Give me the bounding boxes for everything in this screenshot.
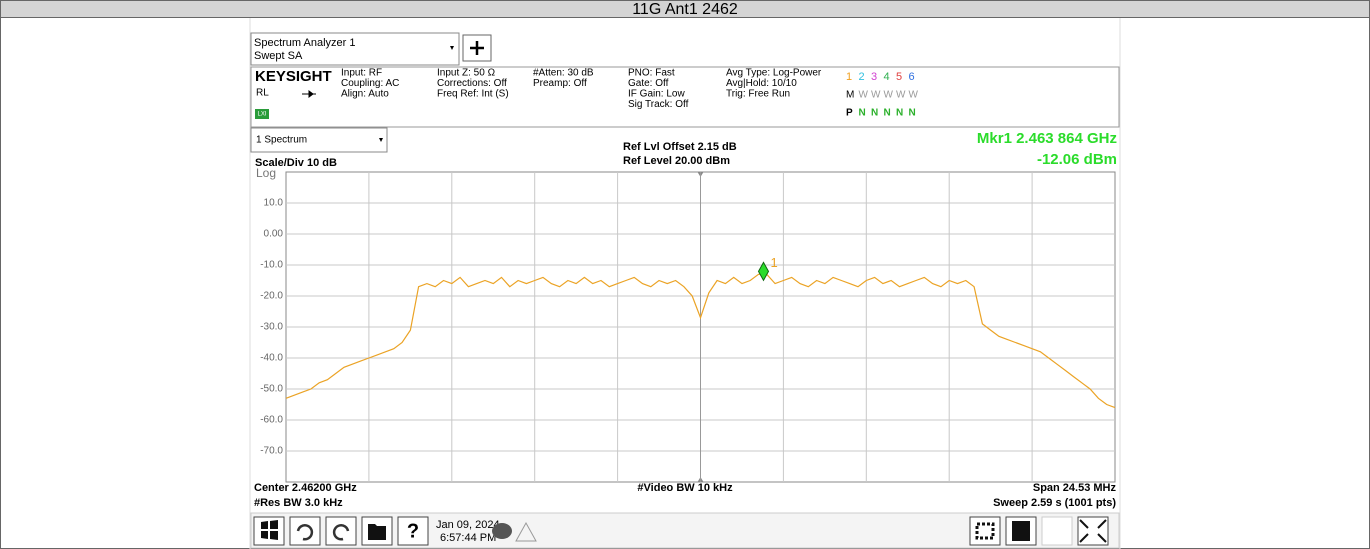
setting: Trig: Free Run <box>726 89 790 100</box>
video-bw: #Video BW 10 kHz <box>637 482 733 494</box>
setting: Input: RF <box>341 68 382 79</box>
date: Jan 09, 2024 <box>436 519 500 531</box>
brand: KEYSIGHT <box>255 68 332 85</box>
setting: Align: Auto <box>341 89 389 100</box>
trace-mode: W <box>884 90 894 101</box>
trace-detector: P <box>846 108 853 119</box>
icons <box>261 519 1107 543</box>
trace-detector: N <box>859 108 866 119</box>
rl-label: RL <box>256 88 269 99</box>
setting: Input Z: 50 Ω <box>437 68 496 79</box>
trace-mode: W <box>859 90 869 101</box>
setting: Sig Track: Off <box>628 99 689 110</box>
setting: Corrections: Off <box>437 78 507 89</box>
layout-icon <box>975 522 995 540</box>
info-bar <box>250 66 1120 128</box>
marker-frequency: Mkr1 2.463 864 GHz <box>977 130 1117 147</box>
undo-button[interactable] <box>289 516 321 546</box>
center-frequency: Center 2.46200 GHz <box>254 482 357 494</box>
y-tick-label: -10.0 <box>260 260 283 271</box>
trace-detector: N <box>871 108 878 119</box>
trace-detector: N <box>896 108 903 119</box>
windows-icon <box>261 520 278 540</box>
trace-number: 2 <box>859 71 865 83</box>
setting: Gate: Off <box>628 78 669 89</box>
y-tick-label: -40.0 <box>260 353 283 364</box>
folder-icon <box>368 524 386 540</box>
ref-offset: Ref Lvl Offset 2.15 dB <box>623 141 737 153</box>
trace-number: 1 <box>846 71 852 83</box>
y-tick-label: -70.0 <box>260 446 283 457</box>
trace-mode: W <box>871 90 881 101</box>
redo-button[interactable] <box>325 516 357 546</box>
trace-number: 4 <box>884 71 890 83</box>
help-label: ? <box>407 520 419 542</box>
y-tick-label: 10.0 <box>264 198 284 209</box>
trace-detector: N <box>909 108 916 119</box>
y-tick-label: -30.0 <box>260 322 283 333</box>
marker-label: 1 <box>770 255 777 270</box>
setting: IF Gain: Low <box>628 89 685 100</box>
message-icon <box>492 523 512 539</box>
window-button[interactable] <box>1041 516 1073 546</box>
touch-icon <box>1012 521 1030 541</box>
marker-level: -12.06 dBm <box>1037 151 1117 168</box>
alert-icon <box>515 521 537 542</box>
trace-number: 6 <box>909 71 915 83</box>
y-tick-label: 0.00 <box>264 229 284 240</box>
rl-icon <box>302 90 316 98</box>
plus-icon <box>470 41 484 55</box>
trace <box>285 273 1116 409</box>
time: 6:57:44 PM <box>440 532 496 544</box>
trace-mode: W <box>896 90 906 101</box>
span: Span 24.53 MHz <box>1033 482 1117 494</box>
window-title: Spectrum Analyzer 1 <box>254 37 356 49</box>
page-title: 11G Ant1 2462 <box>632 1 738 18</box>
view-name: 1 Spectrum <box>256 135 307 146</box>
mode-selector[interactable] <box>250 32 460 66</box>
y-tick-label: -60.0 <box>260 415 283 426</box>
y-tick-label: -50.0 <box>260 384 283 395</box>
setting: Preamp: Off <box>533 78 587 89</box>
help-button[interactable] <box>397 516 429 546</box>
sweep: Sweep 2.59 s (1001 pts) <box>993 497 1116 509</box>
y-tick-label: -20.0 <box>260 291 283 302</box>
trace-number: 5 <box>896 71 902 83</box>
setting: Avg Type: Log-Power <box>726 68 822 79</box>
mode-name: Swept SA <box>254 50 303 62</box>
view-selector[interactable] <box>250 127 388 153</box>
dropdown-arrow <box>379 138 383 142</box>
collapse-icon <box>1079 519 1107 543</box>
undo-icon <box>296 524 314 541</box>
setting: Coupling: AC <box>341 78 399 89</box>
marker <box>757 261 770 282</box>
layout-button[interactable] <box>969 516 1001 546</box>
res-bw: #Res BW 3.0 kHz <box>254 497 343 509</box>
ref-level: Ref Level 20.00 dBm <box>623 155 730 167</box>
windows-button[interactable] <box>253 516 285 546</box>
setting: #Atten: 30 dB <box>533 68 594 79</box>
redo-icon <box>332 524 350 541</box>
log-label: Log <box>256 166 276 180</box>
lxi-label: LXI <box>257 112 266 118</box>
trace-detector: N <box>884 108 891 119</box>
dropdown-arrow <box>450 46 454 50</box>
trace-mode: W <box>909 90 919 101</box>
lxi-badge <box>255 109 269 119</box>
setting: Avg|Hold: 10/10 <box>726 78 797 89</box>
setting: PNO: Fast <box>628 68 675 79</box>
trace-number: 3 <box>871 71 877 83</box>
trace-mode: M <box>846 90 854 101</box>
setting: Freq Ref: Int (S) <box>437 89 509 100</box>
scale-label: Scale/Div 10 dB <box>255 157 337 169</box>
